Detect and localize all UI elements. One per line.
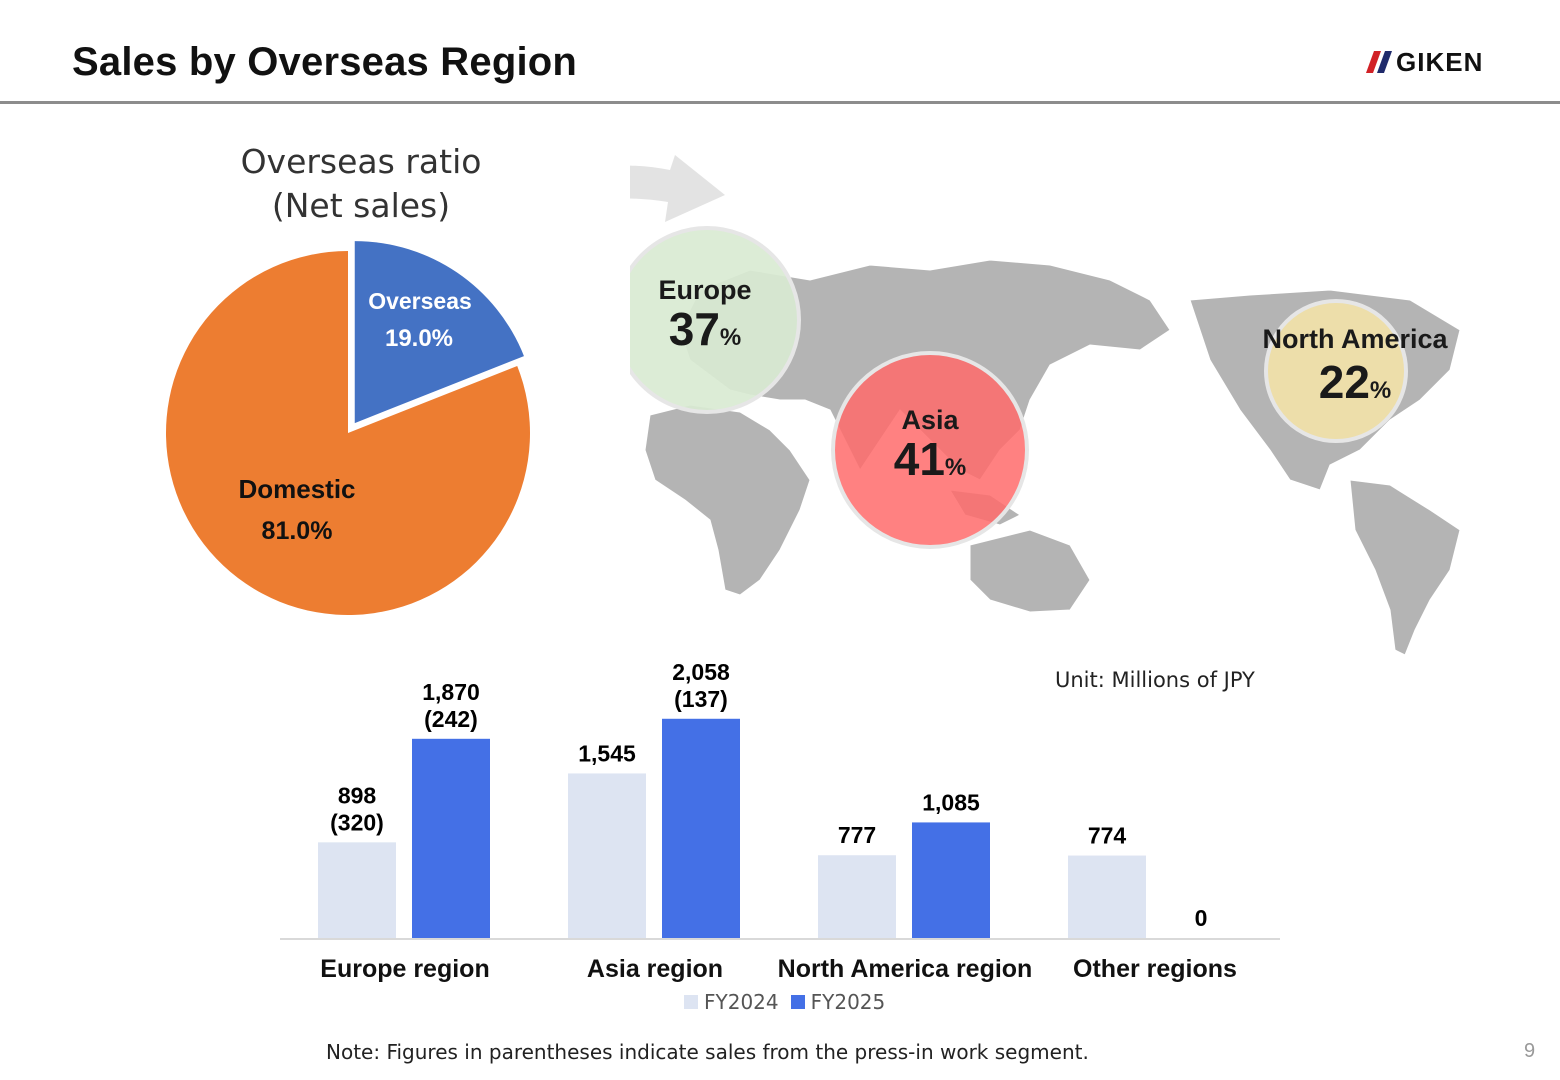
- curved-arrow-icon: [630, 155, 725, 222]
- page-title: Sales by Overseas Region: [72, 40, 578, 84]
- europe-share-label: Europe 37%: [630, 275, 780, 361]
- north-america-share-label: North America 22%: [1245, 324, 1465, 414]
- bar-fy2024-1: [568, 773, 646, 938]
- map-australia: [969, 529, 1091, 613]
- asia-share-unit: %: [944, 454, 967, 481]
- category-label-asia: Asia region: [586, 955, 724, 983]
- logo-text: GIKEN: [1396, 46, 1484, 77]
- legend-label-fy2024: FY2024: [704, 990, 779, 1014]
- north-america-share-number: 22: [1318, 356, 1370, 408]
- world-map: [630, 155, 1461, 656]
- bar-fy2025-1: [662, 718, 740, 938]
- asia-share-value: 41%: [855, 436, 1005, 491]
- legend-swatch-fy2025: [790, 995, 805, 1009]
- pie-label-overseas-name: Overseas: [368, 288, 472, 314]
- pie-slice-domestic: [166, 251, 530, 615]
- asia-bubble: [831, 351, 1029, 549]
- bar-fy2025-0: [412, 738, 490, 938]
- bar-fy2024-2: [818, 855, 896, 938]
- footnote: Note: Figures in parentheses indicate sa…: [326, 1040, 1089, 1064]
- legend-item-fy2025: FY2025: [790, 990, 886, 1014]
- bar-press-in-label-fy2025-1: (137): [674, 686, 728, 712]
- bar-value-label-fy2025-1: 2,058: [672, 660, 730, 685]
- europe-share-value: 37%: [630, 306, 780, 361]
- page-number: 9: [1524, 1040, 1536, 1062]
- pie-label-overseas: Overseas 19.0%: [350, 288, 490, 353]
- asia-share-name: Asia: [901, 405, 959, 435]
- regional-sales-bar-chart: (320)898 (242)1,870 1,545 (137)2,058 777 1,08…: [280, 660, 1280, 940]
- ratio-title-line1: Overseas ratio: [240, 142, 482, 181]
- asia-share-label: Asia 41%: [855, 405, 1005, 491]
- north-america-bubble: [1264, 299, 1408, 443]
- asia-share-number: 41: [893, 433, 945, 485]
- chart-legend: FY2024 FY2025: [684, 990, 897, 1014]
- map-africa: [644, 404, 811, 596]
- ratio-title: Overseas ratio (Net sales): [236, 140, 486, 228]
- north-america-share-unit: %: [1369, 377, 1392, 404]
- bar-fy2024-3: [1068, 855, 1146, 938]
- category-label-north-america: North America region: [777, 955, 1033, 983]
- bar-value-label-fy2024-0: 898: [338, 782, 377, 808]
- legend-label-fy2025: FY2025: [810, 990, 886, 1014]
- bar-press-in-label-fy2025-0: (242): [424, 706, 478, 732]
- pie-slice-overseas: [354, 241, 524, 424]
- bar-fy2024-0: [318, 842, 396, 938]
- bar-value-label-fy2025-2: 1,085: [922, 789, 980, 815]
- europe-share-number: 37: [668, 303, 720, 355]
- pie-label-domestic-value: 81.0%: [261, 517, 333, 545]
- giken-logo: GIKEN: [1365, 46, 1484, 77]
- pie-label-overseas-value: 19.0%: [384, 325, 454, 352]
- bar-value-label-fy2024-3: 774: [1088, 823, 1127, 849]
- north-america-share-name: North America: [1262, 324, 1448, 354]
- legend-item-fy2024: FY2024: [684, 990, 779, 1014]
- bar-fy2025-2: [912, 822, 990, 938]
- legend-swatch-fy2024: [684, 995, 698, 1009]
- header-divider: [0, 101, 1560, 104]
- north-america-share-value: 22%: [1245, 359, 1465, 414]
- unit-label: Unit: Millions of JPY: [1055, 668, 1255, 692]
- bar-value-label-fy2024-1: 1,545: [578, 740, 636, 766]
- bar-value-label-fy2024-2: 777: [838, 822, 876, 848]
- category-label-europe: Europe region: [320, 955, 490, 983]
- map-south-america: [1349, 479, 1461, 656]
- bar-group: (320)898 (242)1,870 1,545 (137)2,058 777 1,08…: [318, 660, 1207, 938]
- ratio-title-line2: (Net sales): [271, 186, 451, 225]
- pie-label-domestic-name: Domestic: [238, 474, 356, 504]
- pie-label-domestic: Domestic 81.0%: [222, 474, 372, 546]
- europe-share-name: Europe: [658, 275, 752, 305]
- europe-share-unit: %: [719, 324, 742, 351]
- europe-bubble: [630, 226, 801, 414]
- bar-press-in-label-fy2024-0: (320): [330, 809, 384, 835]
- overseas-ratio-pie: [166, 241, 530, 615]
- bar-value-label-fy2025-0: 1,870: [422, 679, 480, 705]
- category-label-other: Other regions: [1073, 955, 1237, 983]
- bar-value-label-fy2025-3: 0: [1195, 905, 1208, 931]
